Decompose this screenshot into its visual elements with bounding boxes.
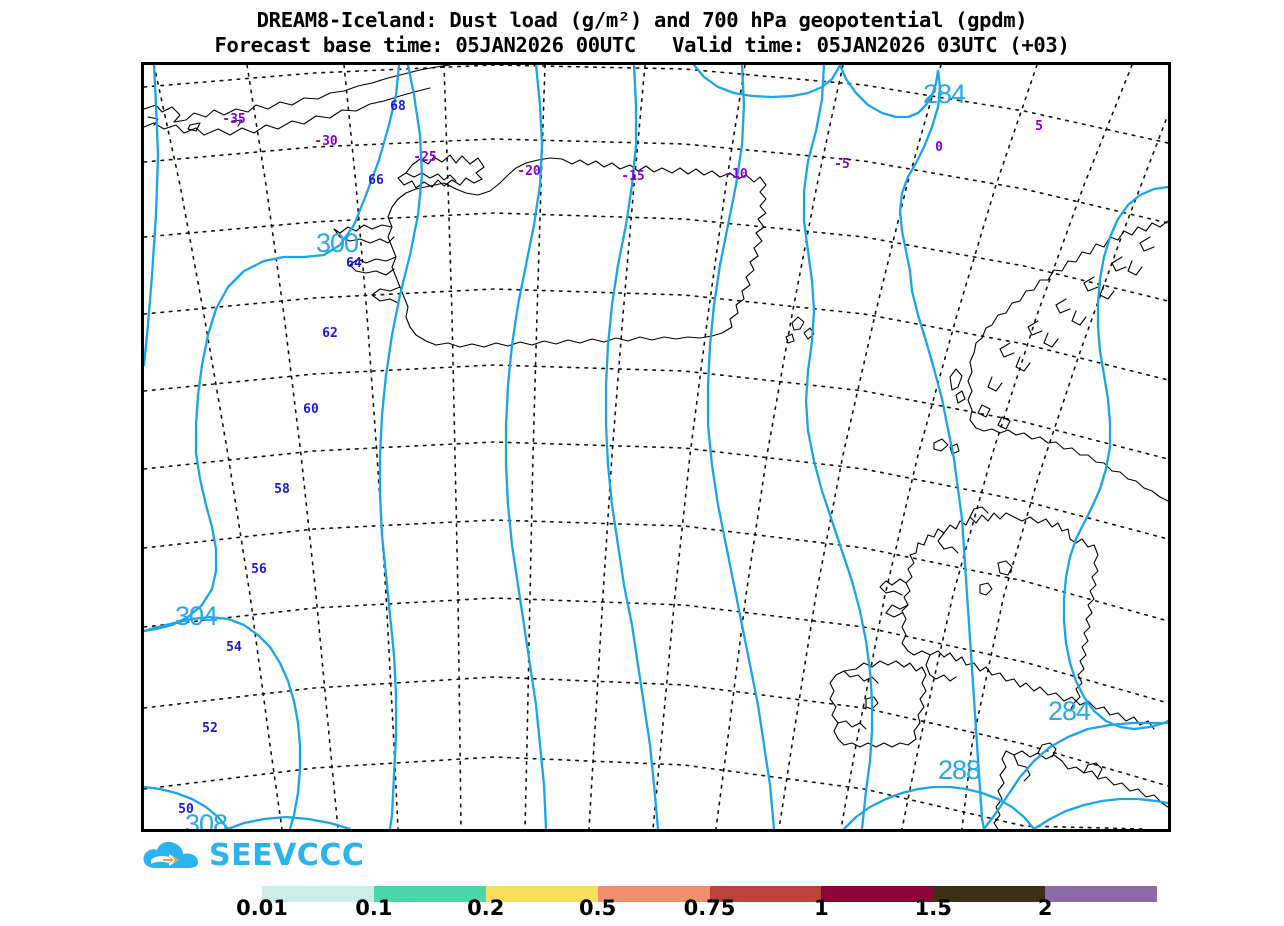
contour-label: 284 [923,79,966,109]
colorbar-tick: 0.5 [579,896,617,920]
colorbar-swatch [933,886,1046,902]
coastline-shetland [933,368,966,455]
colorbar-tick: 2 [1037,896,1053,920]
coastline-norway [967,220,1168,502]
longitude-label: -10 [724,167,748,182]
colorbar-swatch [373,886,486,902]
latitude-label: 54 [226,640,242,655]
page-title: DREAM8-Iceland: Dust load (g/m²) and 700… [256,8,1028,32]
longitude-label: -15 [621,169,644,184]
contour-label: 300 [316,228,358,258]
colorbar-tick: 0.75 [683,896,736,920]
contour-value-labels: 284280300304308284288 [175,79,1092,829]
colorbar-tick: 1 [814,896,829,920]
colorbar-tick: 0.01 [236,896,288,920]
chart-title-block: DREAM8-Iceland: Dust load (g/m²) and 700… [0,8,1284,58]
contour-label: 288 [938,755,980,785]
latitude-label: 56 [251,562,267,577]
longitude-label: -5 [834,157,850,172]
contour-label: 308 [185,809,227,829]
colorbar-tick: 0.1 [355,896,393,920]
logo-text: SEEVCCC [209,838,365,873]
geopotential-contours [144,65,1168,829]
colorbar-swatches [262,886,1157,902]
longitude-label: -30 [314,134,338,149]
longitude-label: 5 [1035,119,1043,134]
latitude-label: 50 [178,802,194,817]
latitude-label: 58 [274,482,290,497]
contour-label: 304 [175,601,218,631]
colorbar-swatch [821,886,934,902]
map-canvas: -35 -30 -25 -20 -15 -10 -5 0 5 68 66 64 62 60 58 56 54 5… [144,65,1168,829]
parallel-grid [144,65,1168,829]
contour-label: 284 [1048,696,1091,726]
latitude-label: 68 [390,99,406,114]
coastline-greenland [144,65,451,136]
meridian-grid [153,65,1167,829]
colorbar-tick: 0.2 [467,896,505,920]
colorbar-tick: 1.5 [914,896,952,920]
coastline-great-britain [879,506,1155,730]
latitude-label: 60 [303,402,319,417]
colorbar-swatch [262,886,374,902]
colorbar-swatch [597,886,710,902]
longitude-label: -35 [222,112,245,127]
colorbar-tick-labels: 0.01 0.1 0.2 0.5 0.75 1 1.5 2 [236,896,1157,926]
coastline-continental-europe [993,742,1168,829]
coastline-faroe [785,316,815,344]
colorbar-swatch [1045,886,1157,902]
latitude-label: 64 [346,256,362,271]
longitude-label: -25 [413,150,436,165]
colorbar-swatch [709,886,822,902]
colorbar[interactable] [262,886,1157,902]
coastline-ireland [829,660,927,748]
forecast-time-subtitle: Forecast base time: 05JAN2026 00UTC Vali… [214,33,1070,57]
longitude-label: 0 [935,140,943,155]
seevccc-logo[interactable]: SEEVCCC [141,836,364,876]
latitude-label: 62 [322,326,338,341]
colorbar-swatch [485,886,598,902]
longitude-label: -20 [517,164,541,179]
latitude-label: 66 [368,173,384,188]
map-panel[interactable]: -35 -30 -25 -20 -15 -10 -5 0 5 68 66 64 62 60 58 56 54 5… [141,62,1171,832]
latitude-labels: 68 66 64 62 60 58 56 54 52 50 [178,99,406,817]
cloud-icon [143,841,198,868]
longitude-labels: -35 -30 -25 -20 -15 -10 -5 0 5 [222,112,1043,184]
coastline-iceland [333,154,767,348]
latitude-label: 52 [202,721,218,736]
